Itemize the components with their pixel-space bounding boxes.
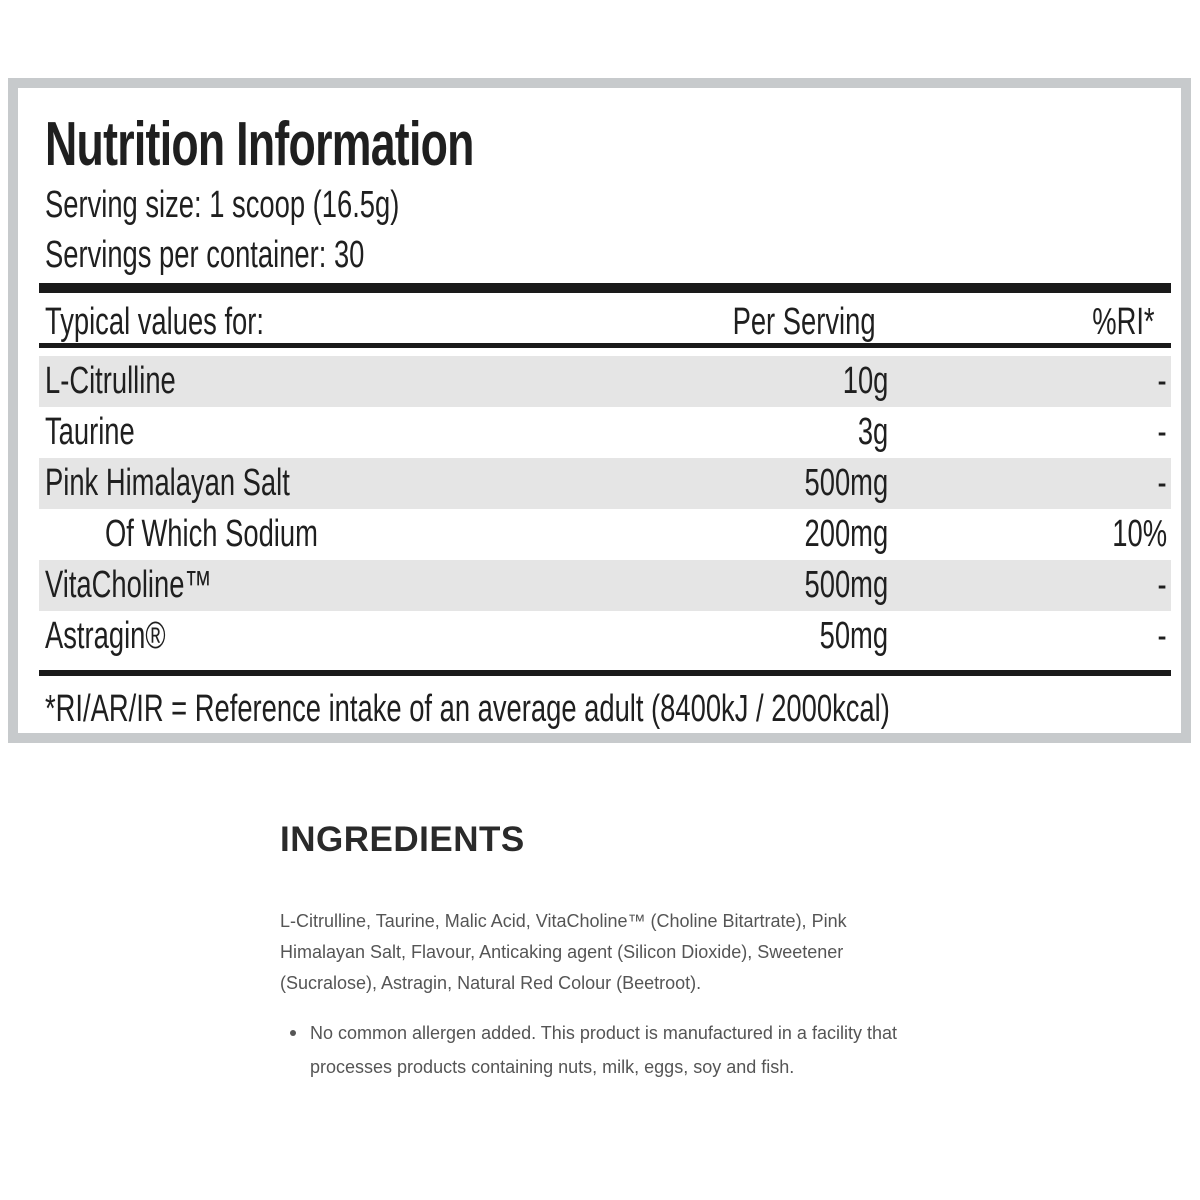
allergen-list: No common allergen added. This product i… — [280, 1016, 920, 1084]
nutrient-value: 500mg — [804, 564, 888, 606]
ingredients-heading: INGREDIENTS — [280, 820, 525, 859]
nutrient-ri: - — [1157, 411, 1167, 453]
nutrient-value: 50mg — [819, 615, 888, 657]
bottom-rule — [39, 670, 1171, 676]
header-ri: %RI* — [1092, 301, 1155, 343]
nutrition-table-body: L-Citrulline 10g - Taurine 3g - Pink Him… — [39, 356, 1171, 662]
top-rule — [39, 283, 1171, 293]
nutrient-name: L-Citrulline — [45, 360, 176, 402]
header-per-serving: Per Serving — [733, 301, 876, 343]
serving-size: Serving size: 1 scoop (16.5g) — [45, 184, 400, 226]
header-rule — [39, 343, 1171, 348]
list-item: No common allergen added. This product i… — [280, 1016, 920, 1084]
table-row: Pink Himalayan Salt 500mg - — [39, 458, 1171, 509]
servings-per-container: Servings per container: 30 — [45, 234, 365, 276]
allergen-text: No common allergen added. This product i… — [310, 1023, 897, 1077]
nutrient-ri: 10% — [1112, 513, 1167, 555]
nutrient-value: 200mg — [804, 513, 888, 555]
table-row: Taurine 3g - — [39, 407, 1171, 458]
nutrient-ri: - — [1157, 564, 1167, 606]
ingredients-list-text: L-Citrulline, Taurine, Malic Acid, VitaC… — [280, 911, 847, 993]
nutrient-value: 3g — [857, 411, 888, 453]
nutrient-ri: - — [1157, 360, 1167, 402]
nutrient-value: 500mg — [804, 462, 888, 504]
table-row: Astragin® 50mg - — [39, 611, 1171, 662]
table-row: VitaCholine™ 500mg - — [39, 560, 1171, 611]
nutrient-ri: - — [1157, 462, 1167, 504]
nutrient-value: 10g — [842, 360, 888, 402]
nutrient-name: VitaCholine™ — [45, 564, 212, 606]
nutrient-name: Pink Himalayan Salt — [45, 462, 290, 504]
nutrient-name: Of Which Sodium — [105, 513, 318, 555]
reference-intake-footnote: *RI/AR/IR = Reference intake of an avera… — [45, 688, 890, 730]
table-row: Of Which Sodium 200mg 10% — [39, 509, 1171, 560]
table-row: L-Citrulline 10g - — [39, 356, 1171, 407]
nutrient-name: Taurine — [45, 411, 135, 453]
nutrition-title: Nutrition Information — [45, 110, 474, 179]
header-typical-values: Typical values for: — [45, 301, 264, 343]
table-header-row: Typical values for: Per Serving %RI* — [18, 293, 1181, 343]
nutrient-name: Astragin® — [45, 615, 166, 657]
nutrient-ri: - — [1157, 615, 1167, 657]
bullet-icon — [290, 1030, 296, 1036]
nutrition-panel: Nutrition Information Serving size: 1 sc… — [8, 78, 1191, 743]
